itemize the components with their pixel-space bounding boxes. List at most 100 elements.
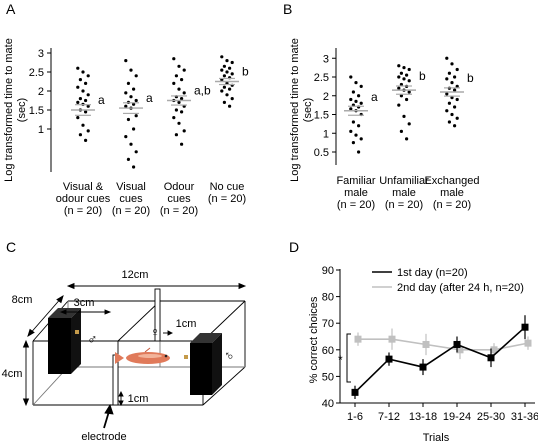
a-data-point xyxy=(124,91,128,95)
b-data-point xyxy=(455,97,459,102)
b-data-point xyxy=(407,122,411,126)
d-xtick-label: 19-24 xyxy=(443,411,471,423)
b-data-point xyxy=(359,84,363,88)
b-category-label: Unfamiliar xyxy=(379,175,429,187)
b-data-point xyxy=(445,92,449,96)
a-data-point xyxy=(86,93,90,97)
b-ytick-label: 1 xyxy=(323,128,329,140)
legend-label-day2: 2nd day (after 24 h, n=20) xyxy=(397,282,524,294)
b-category-label: (n = 20) xyxy=(337,199,375,211)
panel-label-c: C xyxy=(6,239,16,255)
b-data-point xyxy=(453,105,457,109)
a-data-point xyxy=(126,81,130,85)
a-data-point xyxy=(78,78,82,82)
b-data-point xyxy=(359,101,363,105)
b-data-point xyxy=(445,56,449,60)
b-ytick-label: 1.5 xyxy=(314,110,329,122)
a-data-point xyxy=(129,95,133,99)
b-data-point xyxy=(450,62,454,66)
d-ytick-label: 60 xyxy=(322,345,334,357)
panel-a-ylabel-line1: Log transformed time to mate xyxy=(3,38,15,182)
b-data-point xyxy=(402,66,406,70)
a-category-label: No cue xyxy=(210,181,245,193)
a-data-point xyxy=(180,78,184,82)
d-data-marker xyxy=(354,335,362,343)
a-data-point xyxy=(182,91,186,95)
b-ytick-label: 3 xyxy=(323,53,329,65)
d-ytick-label: 90 xyxy=(322,265,334,277)
a-data-point xyxy=(222,74,226,78)
a-data-point xyxy=(81,123,85,127)
a-data-point xyxy=(230,72,234,76)
b-data-point xyxy=(357,94,361,98)
dim-height: 4cm xyxy=(2,368,23,380)
d-data-marker xyxy=(351,388,359,396)
d-xtick-label: 7-12 xyxy=(378,411,400,423)
a-data-point xyxy=(129,68,133,72)
d-xtick-label: 1-6 xyxy=(347,411,363,423)
a-data-point xyxy=(225,59,229,63)
a-data-point xyxy=(134,74,138,78)
b-data-point xyxy=(405,97,409,102)
a-data-point xyxy=(124,135,128,139)
b-data-point xyxy=(397,103,401,107)
b-data-point xyxy=(359,137,363,141)
d-data-marker xyxy=(487,354,495,362)
b-data-point xyxy=(349,97,353,102)
a-data-point xyxy=(78,97,82,101)
a-data-point xyxy=(182,129,186,133)
a-category-label: (n = 20) xyxy=(64,205,102,217)
b-data-point xyxy=(399,94,403,98)
a-data-point xyxy=(132,87,136,91)
a-data-point xyxy=(172,116,176,120)
a-data-point xyxy=(124,104,128,108)
d-series-line-1 xyxy=(354,326,526,393)
b-data-point xyxy=(445,77,449,81)
panel-d: D % correct choices Trials 405060708090 … xyxy=(289,239,538,444)
b-category-label: (n = 20) xyxy=(385,199,423,211)
panel-b-ylabel-line2: (sec) xyxy=(302,98,314,122)
male-symbol-right: ♂ xyxy=(221,351,237,362)
b-data-point xyxy=(349,129,353,133)
a-data-point xyxy=(222,85,226,89)
b-data-point xyxy=(397,75,401,79)
b-data-point xyxy=(397,86,401,90)
a-category-label: odour cues xyxy=(56,193,111,205)
a-category-label: cues xyxy=(167,193,191,205)
a-data-point xyxy=(180,142,184,146)
b-significance-letter: b xyxy=(467,71,474,85)
a-data-point xyxy=(126,157,130,161)
significance-star: * xyxy=(338,353,343,367)
a-data-point xyxy=(81,89,85,93)
d-xtick-label: 31-36 xyxy=(511,411,538,423)
b-data-point xyxy=(455,84,459,88)
b-data-point xyxy=(397,64,401,68)
panel-d-ylabel: % correct choices xyxy=(308,296,320,383)
a-data-point xyxy=(172,57,176,61)
b-data-point xyxy=(447,71,451,75)
b-ytick-label: 0.5 xyxy=(314,147,329,159)
b-data-point xyxy=(445,109,449,113)
b-data-point xyxy=(351,141,355,145)
b-data-point xyxy=(453,124,457,128)
significance-bracket: * xyxy=(338,333,351,383)
b-significance-letter: a xyxy=(371,90,378,104)
dimension-arrows xyxy=(22,282,247,429)
b-data-point xyxy=(399,71,403,75)
b-data-point xyxy=(455,116,459,120)
d-data-marker xyxy=(422,340,430,348)
a-data-point xyxy=(76,100,80,104)
a-data-point xyxy=(182,68,186,72)
a-data-point xyxy=(174,108,178,112)
a-category-label: cues xyxy=(119,193,143,205)
b-data-point xyxy=(450,81,454,85)
a-category-label: (n = 20) xyxy=(112,205,150,217)
a-data-point xyxy=(84,98,88,103)
b-data-point xyxy=(354,81,358,85)
a-data-point xyxy=(76,85,80,89)
dim-gap: 1cm xyxy=(176,318,197,330)
panel-a: A Log transformed time to mate (sec) 1 1.… xyxy=(3,1,249,217)
a-data-point xyxy=(228,66,232,70)
a-data-point xyxy=(225,70,229,74)
b-data-point xyxy=(450,96,454,100)
